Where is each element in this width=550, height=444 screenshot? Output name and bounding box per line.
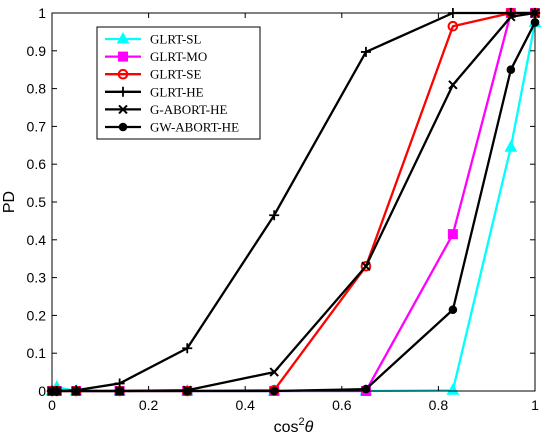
legend-item: G-ABORT-HE bbox=[105, 102, 228, 117]
legend-label: GLRT-MO bbox=[150, 49, 207, 64]
data-point-plus bbox=[182, 343, 193, 354]
data-point-x bbox=[118, 104, 128, 115]
data-point-triangle bbox=[116, 31, 130, 44]
y-tick-label: 0.1 bbox=[27, 345, 47, 361]
data-point-x bbox=[448, 80, 458, 90]
data-point-triangle bbox=[446, 383, 460, 395]
legend-item: GW-ABORT-HE bbox=[105, 120, 239, 135]
legend-box bbox=[96, 26, 261, 140]
data-point-circle bbox=[360, 260, 372, 272]
x-tick-label: 0.4 bbox=[235, 397, 255, 413]
y-tick-label: 0.4 bbox=[27, 232, 47, 248]
legend-item: GLRT-MO bbox=[105, 49, 207, 64]
legend: GLRT-SL GLRT-MO GLRT-SE GLRT-HE G-ABORT-HE GW… bbox=[96, 26, 261, 140]
y-tick-label: 0.2 bbox=[27, 307, 47, 323]
data-point-plus bbox=[269, 210, 280, 221]
y-tick-label: 0.5 bbox=[27, 194, 47, 210]
y-tick-label: 0.8 bbox=[27, 81, 47, 97]
data-point-x bbox=[361, 261, 371, 271]
x-axis-label-main: cos bbox=[274, 419, 299, 436]
x-axis-label: cos2θ bbox=[274, 416, 314, 436]
data-point-square bbox=[447, 229, 458, 240]
legend-label: G-ABORT-HE bbox=[150, 102, 228, 117]
legend-item: GLRT-SL bbox=[105, 32, 202, 47]
x-tick-label: 0.8 bbox=[429, 397, 449, 413]
y-tick-label: 0.6 bbox=[27, 156, 47, 172]
x-tick-label: 1 bbox=[531, 397, 539, 413]
x-tick-label: 0 bbox=[48, 397, 56, 413]
legend-label: GLRT-HE bbox=[150, 84, 204, 99]
data-point-dot bbox=[448, 305, 458, 315]
data-point-plus bbox=[118, 86, 128, 97]
legend-label: GW-ABORT-HE bbox=[150, 120, 239, 135]
x-tick-label: 0.6 bbox=[332, 397, 352, 413]
y-tick-label: 0.7 bbox=[27, 118, 47, 134]
y-tick-label: 0.3 bbox=[27, 270, 47, 286]
legend-item: GLRT-HE bbox=[105, 84, 204, 99]
data-point-dot bbox=[361, 384, 371, 394]
data-point-dot bbox=[118, 122, 128, 132]
legend-item: GLRT-SE bbox=[105, 67, 202, 82]
data-point-x bbox=[506, 12, 516, 22]
data-point-circle bbox=[447, 20, 459, 32]
data-point-triangle bbox=[504, 140, 518, 152]
data-point-dot bbox=[506, 65, 516, 74]
legend-label: GLRT-SL bbox=[150, 32, 202, 47]
data-point-plus bbox=[360, 46, 371, 57]
ticks-layer: 0 0.2 0.4 0.6 0.8 1 0 0.1 0.2 0.3 0.4 0.5 0.6 0.7 0.8 0… bbox=[27, 5, 540, 413]
data-point-circle bbox=[117, 68, 129, 80]
x-tick-label: 0.2 bbox=[139, 397, 159, 413]
data-point-square bbox=[118, 51, 128, 62]
x-axis-label-superscript: 2 bbox=[299, 416, 305, 428]
x-axis-label-theta: θ bbox=[305, 419, 314, 436]
y-tick-label: 1 bbox=[38, 5, 46, 21]
legend-label: GLRT-SE bbox=[150, 67, 202, 82]
y-tick-label: 0.9 bbox=[27, 43, 47, 59]
y-axis-label: PD bbox=[1, 191, 18, 213]
y-tick-label: 0 bbox=[38, 383, 46, 399]
data-point-x bbox=[269, 367, 279, 377]
